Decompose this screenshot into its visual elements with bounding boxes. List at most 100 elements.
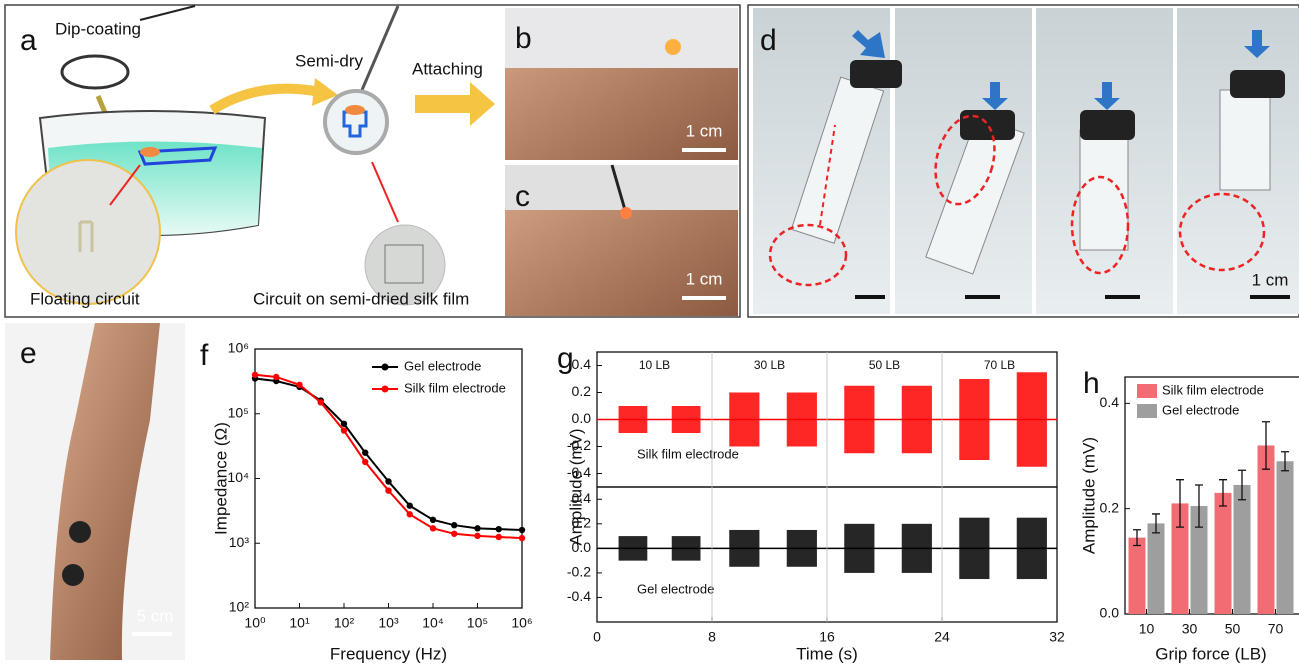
y-tick-label: -0.4: [567, 464, 591, 480]
x-axis-label: Grip force (LB): [1155, 644, 1266, 663]
signal-burst: [959, 518, 989, 579]
syringe: [1220, 90, 1270, 190]
x-tick-label: 10⁰: [244, 615, 266, 631]
x-tick-label: 10: [1139, 621, 1155, 637]
y-tick-label: 0.4: [572, 490, 592, 506]
y-tick-label: 0.4: [572, 356, 592, 372]
photo-background: [505, 8, 738, 68]
y-tick-label: 0.4: [1100, 394, 1120, 410]
x-tick-label: 24: [934, 629, 950, 645]
x-tick-label: 0: [593, 629, 601, 645]
x-tick-label: 10²: [334, 615, 355, 631]
signal-burst: [729, 393, 759, 447]
data-point: [519, 527, 525, 533]
data-point: [318, 399, 324, 405]
legend-swatch: [1137, 384, 1157, 398]
scale-label: 5 cm: [137, 606, 174, 625]
step-label: Attaching: [412, 59, 483, 78]
y-tick-label: 10²: [229, 599, 250, 615]
electrode: [69, 521, 91, 543]
led: [140, 147, 160, 157]
x-axis-label: Frequency (Hz): [330, 644, 447, 663]
data-point: [362, 450, 368, 456]
legend-label: Silk film electrode: [1162, 382, 1264, 397]
legend-label: Silk film electrode: [404, 380, 506, 395]
x-tick-label: 30: [1182, 621, 1198, 637]
led: [665, 39, 681, 55]
y-tick-label: 10³: [229, 534, 250, 550]
y-axis-label: Amplitude (mV): [1079, 437, 1098, 554]
data-point: [407, 511, 413, 517]
x-tick-label: 10³: [378, 615, 399, 631]
annotation: 30 LB: [754, 358, 785, 372]
caption: Circuit on semi-dried silk film: [253, 289, 469, 308]
data-point: [496, 534, 502, 540]
y-tick-label: -0.2: [567, 437, 591, 453]
x-tick-label: 16: [819, 629, 835, 645]
bar: [1129, 538, 1146, 614]
film: [325, 91, 387, 153]
panel-a: a Dip-coating Floating circuit Semi-dry …: [5, 5, 740, 317]
electrode: [62, 564, 84, 586]
data-point: [474, 533, 480, 539]
x-tick-label: 50: [1225, 621, 1241, 637]
y-tick-label: 0.0: [1100, 605, 1120, 621]
plunger: [1230, 70, 1285, 98]
x-tick-label: 8: [708, 629, 716, 645]
signal-burst: [672, 536, 701, 561]
bar: [1148, 523, 1165, 614]
y-tick-label: 0.0: [572, 410, 592, 426]
data-point: [430, 525, 436, 531]
y-tick-label: 0.2: [572, 515, 592, 531]
y-tick-label: 0.0: [572, 539, 592, 555]
x-tick-label: 10⁴: [422, 615, 444, 631]
panel-label: a: [20, 24, 37, 57]
annotation: 10 LB: [639, 358, 670, 372]
panel-e: 5 cm e: [5, 323, 185, 660]
annotation: 70 LB: [984, 358, 1015, 372]
figure: a Dip-coating Floating circuit Semi-dry …: [0, 0, 1299, 666]
bar: [1277, 461, 1294, 614]
plunger: [850, 60, 902, 88]
scale-label: 1 cm: [686, 121, 723, 140]
signal-burst: [844, 524, 874, 573]
data-point: [341, 427, 347, 433]
step-label: Semi-dry: [295, 51, 364, 70]
data-point: [273, 374, 279, 380]
panel-label: h: [1083, 367, 1100, 400]
y-tick-label: -0.2: [567, 564, 591, 580]
charts: fFrequency (Hz)Impedance (Ω)10⁰10¹10²10³…: [200, 339, 1299, 664]
led: [620, 207, 632, 219]
y-tick-label: -0.4: [567, 588, 591, 604]
bar: [1258, 445, 1275, 614]
panel-label: d: [760, 24, 777, 57]
signal-burst: [959, 379, 989, 460]
legend-swatch: [1137, 404, 1157, 418]
y-tick-label: 0.2: [572, 383, 592, 399]
data-point: [341, 421, 347, 427]
series-line: [255, 375, 522, 538]
page: a Dip-coating Floating circuit Semi-dry …: [0, 0, 1299, 666]
x-tick-label: 10¹: [289, 615, 310, 631]
led: [345, 105, 365, 115]
x-tick-label: 32: [1049, 629, 1065, 645]
x-tick-label: 10⁶: [511, 615, 532, 631]
data-point: [496, 526, 502, 532]
signal-burst: [672, 406, 701, 433]
panel-label: b: [515, 22, 532, 55]
panel-d: d 1 cm: [748, 5, 1299, 317]
x-tick-label: 10⁵: [467, 615, 488, 631]
signal-burst: [619, 536, 648, 561]
series-label: Gel electrode: [637, 581, 714, 596]
annotation: 50 LB: [869, 358, 900, 372]
panel-label: e: [20, 337, 37, 370]
data-point: [296, 382, 302, 388]
signal-burst: [902, 524, 932, 573]
x-axis-label: Time (s): [796, 644, 858, 663]
signal-burst: [1017, 518, 1047, 579]
signal-burst: [902, 386, 932, 454]
bar: [1234, 485, 1251, 614]
data-point: [252, 372, 258, 378]
signal-burst: [787, 530, 817, 567]
legend-marker: [382, 364, 389, 371]
